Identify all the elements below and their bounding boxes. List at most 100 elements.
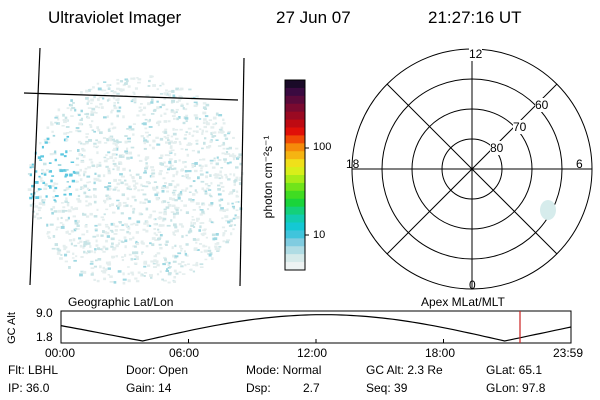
emission-speckle bbox=[137, 81, 141, 84]
emission-speckle bbox=[86, 187, 90, 191]
emission-speckle bbox=[60, 202, 64, 204]
emission-speckle bbox=[229, 191, 233, 195]
emission-speckle bbox=[180, 265, 184, 268]
colorbar-cell bbox=[285, 95, 305, 105]
emission-speckle bbox=[199, 158, 202, 161]
emission-speckle bbox=[80, 154, 83, 157]
emission-speckle bbox=[166, 224, 171, 227]
emission-speckle bbox=[124, 150, 129, 153]
emission-speckle bbox=[140, 241, 143, 244]
emission-speckle bbox=[103, 201, 107, 204]
emission-speckle bbox=[135, 240, 138, 244]
emission-speckle bbox=[227, 132, 230, 135]
emission-speckle bbox=[70, 206, 73, 209]
emission-speckle bbox=[168, 266, 172, 268]
emission-speckle bbox=[126, 156, 130, 160]
emission-speckle bbox=[150, 113, 155, 115]
emission-speckle bbox=[205, 103, 210, 107]
emission-speckle bbox=[153, 218, 156, 220]
emission-speckle bbox=[101, 89, 104, 92]
emission-speckle bbox=[97, 258, 102, 261]
emission-speckle bbox=[212, 237, 216, 241]
emission-speckle bbox=[98, 96, 103, 99]
emission-speckle bbox=[79, 178, 83, 182]
emission-speckle bbox=[171, 89, 175, 93]
emission-speckle bbox=[212, 116, 217, 120]
emission-speckle bbox=[142, 242, 145, 245]
emission-speckle bbox=[41, 169, 44, 172]
emission-speckle bbox=[201, 129, 204, 133]
emission-speckle bbox=[110, 90, 114, 93]
emission-speckle bbox=[85, 215, 90, 218]
emission-speckle bbox=[210, 202, 214, 205]
emission-speckle bbox=[83, 250, 86, 254]
emission-speckle bbox=[221, 175, 224, 179]
emission-speckle bbox=[84, 167, 88, 170]
emission-speckle bbox=[117, 203, 122, 207]
emission-speckle bbox=[78, 237, 82, 240]
emission-speckle bbox=[112, 162, 117, 165]
emission-speckle bbox=[231, 205, 236, 208]
emission-speckle bbox=[108, 136, 113, 140]
emission-speckle bbox=[127, 85, 131, 88]
emission-speckle bbox=[89, 212, 93, 216]
emission-speckle bbox=[192, 96, 196, 99]
date-label: 27 Jun 07 bbox=[276, 8, 351, 27]
emission-speckle bbox=[50, 179, 53, 183]
emission-speckle bbox=[169, 151, 173, 154]
emission-speckle bbox=[209, 140, 213, 144]
emission-speckle bbox=[178, 116, 181, 119]
emission-speckle bbox=[185, 148, 188, 151]
emission-speckle bbox=[132, 123, 136, 125]
emission-speckle bbox=[84, 224, 88, 228]
emission-speckle bbox=[204, 183, 209, 186]
altitude-curve bbox=[60, 314, 572, 342]
emission-speckle bbox=[163, 279, 167, 282]
emission-speckle bbox=[50, 121, 53, 125]
emission-speckle bbox=[137, 78, 142, 81]
emission-speckle bbox=[166, 171, 169, 174]
emission-speckle bbox=[113, 104, 116, 107]
emission-speckle bbox=[115, 98, 119, 102]
time-tick-0: 00:00 bbox=[45, 346, 76, 360]
emission-speckle bbox=[127, 272, 130, 276]
emission-speckle bbox=[78, 114, 81, 117]
emission-speckle bbox=[201, 147, 204, 150]
emission-speckle bbox=[172, 141, 176, 144]
emission-speckle bbox=[163, 112, 167, 115]
emission-speckle bbox=[178, 141, 181, 144]
emission-speckle bbox=[103, 93, 106, 96]
emission-speckle bbox=[150, 98, 154, 102]
emission-speckle bbox=[119, 173, 123, 176]
emission-speckle bbox=[143, 140, 147, 143]
emission-speckle bbox=[87, 166, 91, 169]
emission-speckle bbox=[57, 122, 60, 125]
emission-speckle bbox=[102, 250, 106, 253]
emission-speckle bbox=[44, 183, 48, 187]
emission-speckle bbox=[124, 245, 127, 249]
emission-speckle bbox=[160, 163, 165, 166]
emission-speckle bbox=[168, 158, 173, 160]
emission-speckle bbox=[62, 244, 66, 248]
time-tick-4: 23:59 bbox=[553, 346, 584, 360]
timeline-right-label: Apex MLat/MLT bbox=[421, 295, 505, 309]
emission-speckle bbox=[135, 223, 139, 226]
emission-speckle bbox=[74, 108, 77, 112]
emission-speckle bbox=[91, 129, 95, 132]
emission-speckle bbox=[123, 236, 127, 239]
emission-speckle bbox=[103, 142, 108, 144]
emission-speckle bbox=[120, 88, 125, 92]
emission-speckle bbox=[110, 245, 114, 248]
emission-speckle bbox=[74, 207, 79, 210]
emission-speckle bbox=[45, 195, 48, 198]
emission-speckle bbox=[112, 90, 117, 94]
emission-speckle bbox=[77, 130, 82, 133]
emission-speckle bbox=[214, 247, 218, 251]
emission-speckle bbox=[100, 234, 104, 237]
emission-speckle bbox=[238, 178, 243, 182]
emission-speckle bbox=[62, 223, 65, 227]
emission-speckle bbox=[169, 197, 172, 201]
emission-speckle bbox=[168, 166, 172, 169]
emission-speckle bbox=[202, 111, 207, 115]
emission-speckle bbox=[128, 188, 133, 191]
